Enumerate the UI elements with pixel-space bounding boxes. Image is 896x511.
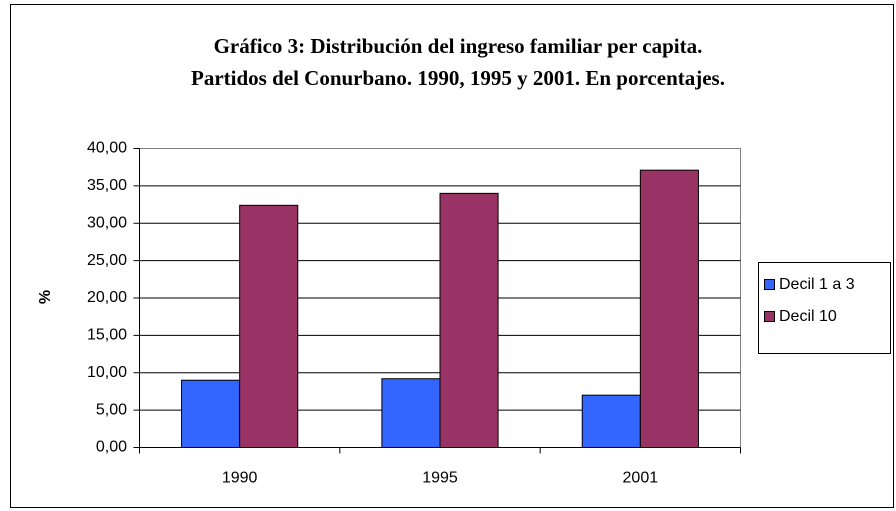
legend-label: Decil 1 a 3 xyxy=(779,276,855,293)
bar xyxy=(581,394,641,448)
x-tick-label: 1990 xyxy=(222,470,258,487)
bar xyxy=(639,169,699,449)
y-tick-label: 40,00 xyxy=(87,140,127,157)
chart-title: Partidos del Conurbano. 1990, 1995 y 200… xyxy=(191,66,725,90)
bar xyxy=(439,192,499,448)
x-tick-label: 2001 xyxy=(623,470,659,487)
y-tick-label: 0,00 xyxy=(96,439,127,456)
y-axis-label: % xyxy=(37,290,54,304)
y-tick-label: 10,00 xyxy=(87,364,127,381)
bar xyxy=(381,378,441,449)
bar xyxy=(181,379,241,449)
chart-title: Gráfico 3: Distribución del ingreso fami… xyxy=(214,34,703,58)
y-tick-label: 25,00 xyxy=(87,252,127,269)
legend xyxy=(758,262,891,354)
y-tick-label: 20,00 xyxy=(87,289,127,306)
legend-swatch xyxy=(764,311,775,322)
legend-swatch xyxy=(764,279,775,290)
y-tick-label: 5,00 xyxy=(96,401,127,418)
x-tick-label: 1995 xyxy=(422,470,458,487)
bar xyxy=(239,204,299,448)
y-tick-label: 15,00 xyxy=(87,327,127,344)
legend-label: Decil 10 xyxy=(779,308,837,325)
y-tick-label: 30,00 xyxy=(87,214,127,231)
y-tick-label: 35,00 xyxy=(87,177,127,194)
